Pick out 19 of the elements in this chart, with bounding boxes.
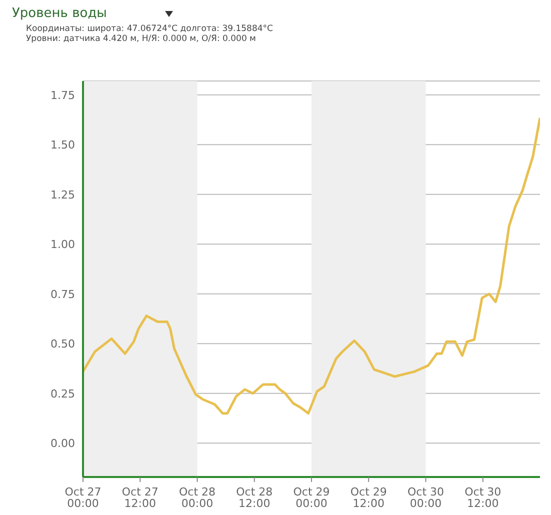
y-tick-label: 0.00 xyxy=(50,437,75,450)
y-tick-label: 1.25 xyxy=(50,188,75,202)
y-tick-label: 1.50 xyxy=(50,138,75,152)
y-tick-label: 0.50 xyxy=(50,338,75,351)
text: Уровни: датчика 4.420 м, Н/Я: 0.000 м, О/Я: 0.000 м xyxy=(26,34,257,44)
x-tick-label: Oct 29 00:00 xyxy=(293,485,330,510)
y-tick-label: 0.75 xyxy=(50,288,75,301)
x-tick-label: Oct 27 12:00 xyxy=(122,485,158,510)
y-tick-label: 0.25 xyxy=(50,387,75,400)
chart-title: Уровень воды xyxy=(12,6,107,21)
y-tick-label: 1.75 xyxy=(50,88,75,102)
x-tick-label: Oct 30 12:00 xyxy=(464,485,502,510)
x-tick-label: Oct 28 12:00 xyxy=(236,485,273,510)
x-tick-label: Oct 28 00:00 xyxy=(178,485,216,510)
text: Координаты: широта: 47.06724°C долгота: 39.15884°C xyxy=(26,24,273,34)
x-tick-label: Oct 29 12:00 xyxy=(350,485,387,510)
y-tick-label: 1.00 xyxy=(50,238,75,252)
x-tick-label: Oct 30 00:00 xyxy=(407,485,444,510)
x-tick-label: Oct 27 00:00 xyxy=(64,485,102,510)
